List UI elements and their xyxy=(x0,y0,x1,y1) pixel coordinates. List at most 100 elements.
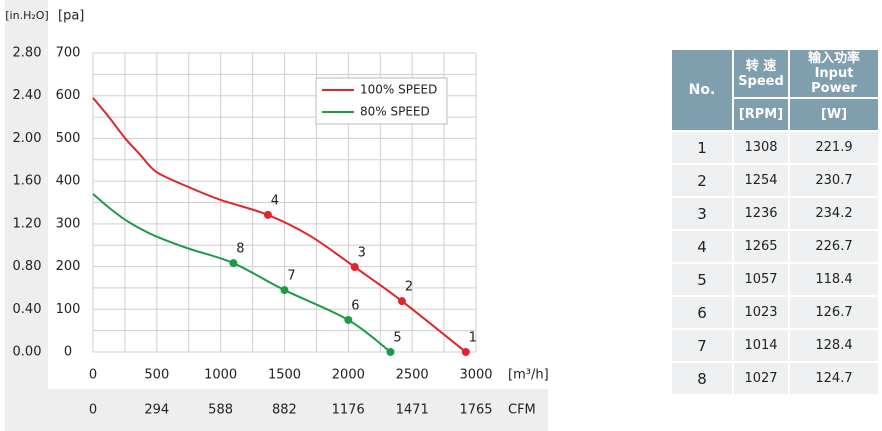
y-tick-label: 700 xyxy=(56,46,81,61)
cell: 8 xyxy=(670,361,734,396)
point-label: 3 xyxy=(358,245,366,260)
row: 3 1236 234.2 xyxy=(670,196,880,231)
y2-tick-label: 2.40 xyxy=(13,88,42,103)
y2-tick-label: 1.60 xyxy=(13,174,42,189)
row: 8 1027 124.7 xyxy=(670,361,880,396)
cell: 118.4 xyxy=(788,262,880,297)
x2-tick-label: 1765 xyxy=(459,403,492,418)
row: 2 1254 230.7 xyxy=(670,163,880,198)
unit: [W] xyxy=(788,97,880,132)
x-tick-label: 2000 xyxy=(332,368,365,383)
y-tick-label: 500 xyxy=(56,131,81,146)
row: 4 1265 226.7 xyxy=(670,229,880,264)
x2-tick-label: 294 xyxy=(144,403,169,418)
point xyxy=(397,297,406,306)
y2-band xyxy=(5,0,48,431)
x2-tick-label: 1471 xyxy=(396,403,429,418)
cell: 1 xyxy=(670,130,734,165)
y2-tick-label: 1.20 xyxy=(13,216,42,231)
point-label: 5 xyxy=(393,331,401,346)
row: 7 1014 128.4 xyxy=(670,328,880,363)
x-tick-label: 2500 xyxy=(396,368,429,383)
x-tick-label: 0 xyxy=(89,368,97,383)
x2-tick-label: 0 xyxy=(89,403,97,418)
cn: 输入功率 xyxy=(807,51,860,67)
x-label: [m³/h] xyxy=(508,368,549,383)
x2-tick-label: 588 xyxy=(208,403,233,418)
cell: 7 xyxy=(670,328,734,363)
legend-box xyxy=(315,77,448,125)
row: 5 1057 118.4 xyxy=(670,262,880,297)
point-label: 7 xyxy=(287,269,295,284)
cell: 1014 xyxy=(732,328,790,363)
y2-tick-label: 0.00 xyxy=(13,345,42,360)
row: 1 1308 221.9 xyxy=(670,130,880,165)
x-tick-label: 1000 xyxy=(204,368,237,383)
point xyxy=(350,262,359,271)
header-speed: 转 速 Speed xyxy=(732,47,790,100)
point xyxy=(344,315,353,324)
cell: 1308 xyxy=(732,130,790,165)
point-label: 2 xyxy=(405,280,413,295)
point xyxy=(280,286,289,295)
cell: 1236 xyxy=(732,196,790,231)
chart: [in.H₂O] [pa] [m³/h] CFM 010020030040050… xyxy=(5,0,549,431)
curve xyxy=(92,97,467,353)
y-tick-label: 400 xyxy=(56,174,81,189)
cell: 1057 xyxy=(732,262,790,297)
cell: 1027 xyxy=(732,361,790,396)
cell: 2 xyxy=(670,163,734,198)
x2-label: CFM xyxy=(508,403,536,418)
cell: 126.7 xyxy=(788,295,880,330)
point-label: 4 xyxy=(271,193,279,208)
point xyxy=(263,210,272,219)
cell: 4 xyxy=(670,229,734,264)
y-tick-label: 300 xyxy=(56,216,81,231)
x-tick-label: 500 xyxy=(144,368,169,383)
cell: 230.7 xyxy=(788,163,880,198)
y-tick-label: 200 xyxy=(56,259,81,274)
y-tick-label: 600 xyxy=(56,88,81,103)
cell: 6 xyxy=(670,295,734,330)
header-power: 输入功率 Input Power xyxy=(788,47,880,100)
legend-label: 100% SPEED xyxy=(360,83,437,97)
cell: 124.7 xyxy=(788,361,880,396)
y2-tick-label: 2.80 xyxy=(13,46,42,61)
cell: 1254 xyxy=(732,163,790,198)
y-tick-label: 100 xyxy=(56,302,81,317)
point-label: 8 xyxy=(236,242,244,257)
en: Speed xyxy=(738,73,784,89)
x-tick-label: 1500 xyxy=(268,368,301,383)
cell: 128.4 xyxy=(788,328,880,363)
y-label: [pa] xyxy=(58,9,84,24)
y-tick-label: 0 xyxy=(64,345,72,360)
y2-tick-label: 0.40 xyxy=(13,302,42,317)
cell: 226.7 xyxy=(788,229,880,264)
header-no: No. xyxy=(670,48,734,132)
point xyxy=(229,259,238,268)
y2-tick-label: 2.00 xyxy=(13,131,42,146)
x2-tick-label: 1176 xyxy=(332,403,365,418)
x-tick-label: 3000 xyxy=(459,368,492,383)
cn: 转 速 xyxy=(745,58,777,74)
curve xyxy=(92,193,392,353)
point-label: 6 xyxy=(351,298,359,313)
x2-band xyxy=(5,389,548,431)
y2-label: [in.H₂O] xyxy=(5,9,48,22)
point xyxy=(386,348,395,356)
row: 6 1023 126.7 xyxy=(670,295,880,330)
legend-label: 80% SPEED xyxy=(360,105,430,119)
y2-tick-label: 0.80 xyxy=(13,259,42,274)
en: Input Power xyxy=(811,66,857,97)
cell: 1265 xyxy=(732,229,790,264)
point xyxy=(461,348,470,356)
point-label: 1 xyxy=(469,331,477,346)
cell: 221.9 xyxy=(788,130,880,165)
unit: [RPM] xyxy=(732,97,790,132)
cell: 3 xyxy=(670,196,734,231)
table: No. 转 速 Speed 输入功率 Input Power [RPM] [W] 1… xyxy=(670,47,880,396)
cell: 5 xyxy=(670,262,734,297)
cell: 234.2 xyxy=(788,196,880,231)
x2-tick-label: 882 xyxy=(272,403,297,418)
cell: 1023 xyxy=(732,295,790,330)
